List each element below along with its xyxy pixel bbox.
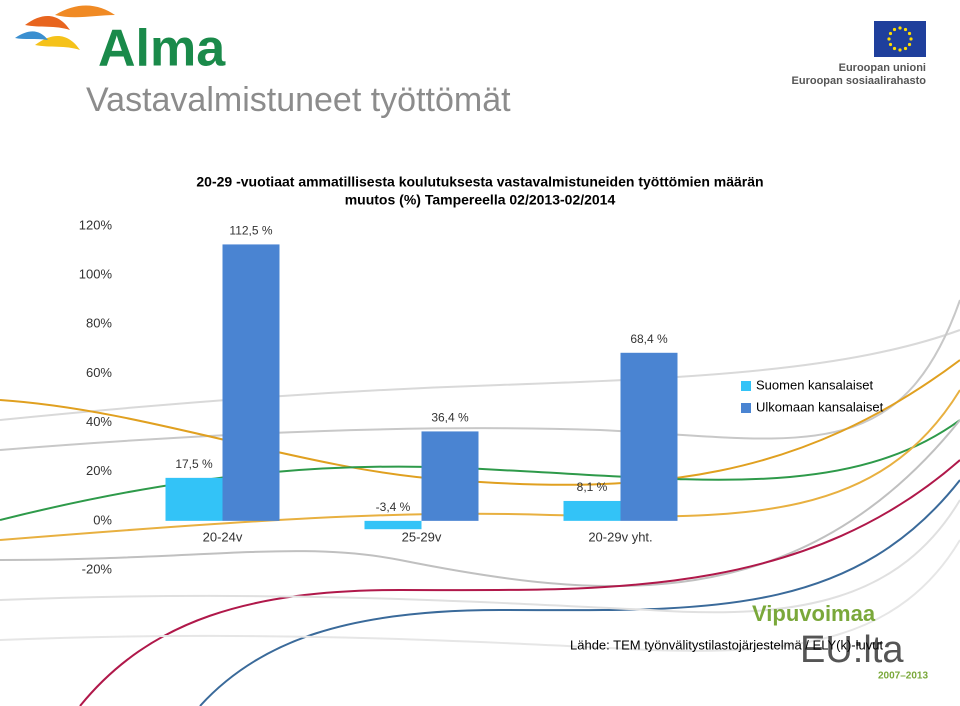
slide-title: Vastavalmistuneet työttömät xyxy=(86,81,511,119)
eu-text: Euroopan unioni xyxy=(839,62,926,74)
y-tick-label: -20% xyxy=(82,561,113,576)
eu-star xyxy=(888,42,893,47)
bar xyxy=(364,520,422,530)
x-tick-label: 20-29v yht. xyxy=(588,529,652,544)
bar xyxy=(421,431,479,521)
value-label: -3,4 % xyxy=(376,500,411,514)
eu-star xyxy=(887,37,891,41)
eu-star xyxy=(907,31,912,36)
vipu-text: 2007–2013 xyxy=(878,671,928,682)
bar xyxy=(165,477,223,521)
eu-star xyxy=(909,37,913,41)
value-label: 112,5 % xyxy=(229,224,272,238)
eu-star xyxy=(892,27,897,32)
value-label: 36,4 % xyxy=(431,411,469,425)
eu-star xyxy=(907,42,912,47)
value-label: 68,4 % xyxy=(630,332,668,346)
eu-star xyxy=(898,48,902,52)
chart: -20% 0% 20% 40% 60% 80% 100% 120% 20-24v 17,5 % 11… xyxy=(79,217,884,576)
legend-swatch xyxy=(741,381,751,391)
bar xyxy=(620,352,678,521)
legend-label: Suomen kansalaiset xyxy=(756,377,873,392)
legend-label: Ulkomaan kansalaiset xyxy=(756,399,884,414)
value-label: 8,1 % xyxy=(577,480,608,494)
y-tick-label: 100% xyxy=(79,267,113,282)
chart-title: 20-29 -vuotiaat ammatillisesta koulutuks… xyxy=(196,174,763,190)
eu-star xyxy=(898,26,902,30)
eu-stars xyxy=(887,26,913,52)
source: Lähde: TEM työnvälitystilastojärjestelmä… xyxy=(570,637,883,652)
eu-star xyxy=(892,46,897,51)
alma-logo-birds xyxy=(15,5,115,50)
logo-text: Alma xyxy=(98,20,226,78)
x-tick-label: 25-29v xyxy=(402,529,442,544)
eu-text: Euroopan sosiaalirahasto xyxy=(792,75,927,87)
y-tick-label: 60% xyxy=(86,365,112,380)
y-tick-label: 20% xyxy=(86,463,112,478)
bar xyxy=(222,244,280,521)
y-tick-label: 0% xyxy=(93,512,112,527)
eu-star xyxy=(903,27,908,32)
eu-star xyxy=(903,46,908,51)
y-tick-label: 40% xyxy=(86,414,112,429)
vipu-text: Vipuvoimaa xyxy=(752,601,876,626)
legend-swatch xyxy=(741,403,751,413)
vipu-text: EU:lta xyxy=(800,629,904,671)
x-tick-label: 20-24v xyxy=(203,529,243,544)
value-label: 17,5 % xyxy=(175,457,213,471)
eu-star xyxy=(888,31,893,36)
y-tick-label: 120% xyxy=(79,217,113,232)
bar xyxy=(563,500,621,521)
chart-title: muutos (%) Tampereella 02/2013-02/2014 xyxy=(345,192,616,208)
y-tick-label: 80% xyxy=(86,316,112,331)
